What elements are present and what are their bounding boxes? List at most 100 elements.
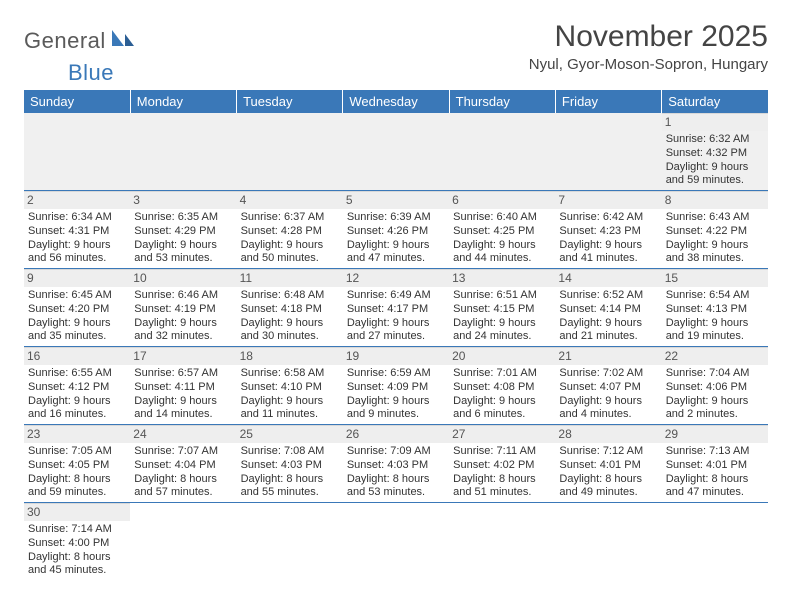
day-details: Sunrise: 7:08 AMSunset: 4:03 PMDaylight:… [241, 445, 339, 500]
day-details: Sunrise: 6:46 AMSunset: 4:19 PMDaylight:… [134, 289, 232, 344]
calendar-cell [130, 113, 236, 191]
day-details: Sunrise: 7:12 AMSunset: 4:01 PMDaylight:… [559, 445, 657, 500]
location: Nyul, Gyor-Moson-Sopron, Hungary [529, 56, 768, 73]
day-details: Sunrise: 7:13 AMSunset: 4:01 PMDaylight:… [666, 445, 764, 500]
day-number: 14 [555, 269, 661, 287]
calendar-cell [555, 113, 661, 191]
calendar-cell [449, 503, 555, 581]
day-number: 27 [449, 425, 555, 443]
calendar-cell: 30 Sunrise: 7:14 AMSunset: 4:00 PMDayligh… [24, 503, 130, 581]
calendar-cell: 23Sunrise: 7:05 AMSunset: 4:05 PMDayligh… [24, 425, 130, 503]
title-block: November 2025 Nyul, Gyor-Moson-Sopron, H… [529, 20, 768, 79]
day-number: 29 [662, 425, 768, 443]
calendar-row: 1 Sunrise: 6:32 AMSunset: 4:32 PMDaylight… [24, 113, 768, 191]
day-details: Sunrise: 6:59 AMSunset: 4:09 PMDaylight:… [347, 367, 445, 422]
day-details: Sunrise: 7:04 AMSunset: 4:06 PMDaylight:… [666, 367, 764, 422]
day-details: Sunrise: 7:14 AMSunset: 4:00 PMDaylight:… [28, 523, 126, 578]
day-number: 5 [343, 191, 449, 209]
day-details: Sunrise: 6:40 AMSunset: 4:25 PMDaylight:… [453, 211, 551, 266]
day-details: Sunrise: 6:48 AMSunset: 4:18 PMDaylight:… [241, 289, 339, 344]
day-number: 26 [343, 425, 449, 443]
day-details: Sunrise: 6:52 AMSunset: 4:14 PMDaylight:… [559, 289, 657, 344]
day-number: 17 [130, 347, 236, 365]
day-number: 25 [237, 425, 343, 443]
calendar-cell: 13Sunrise: 6:51 AMSunset: 4:15 PMDayligh… [449, 269, 555, 347]
day-details: Sunrise: 7:02 AMSunset: 4:07 PMDaylight:… [559, 367, 657, 422]
logo-word2: Blue [68, 60, 114, 85]
day-number: 21 [555, 347, 661, 365]
day-number: 28 [555, 425, 661, 443]
logo: General Blue [24, 28, 136, 86]
calendar-row: 9 Sunrise: 6:45 AMSunset: 4:20 PMDaylight… [24, 269, 768, 347]
calendar-cell [449, 113, 555, 191]
calendar-row: 2 Sunrise: 6:34 AMSunset: 4:31 PMDaylight… [24, 191, 768, 269]
calendar-cell [237, 113, 343, 191]
day-number: 15 [662, 269, 768, 287]
day-number: 20 [449, 347, 555, 365]
day-number: 6 [449, 191, 555, 209]
day-details: Sunrise: 7:07 AMSunset: 4:04 PMDaylight:… [134, 445, 232, 500]
calendar-cell: 5 Sunrise: 6:39 AMSunset: 4:26 PMDaylight… [343, 191, 449, 269]
day-number: 10 [130, 269, 236, 287]
weekday-header: Wednesday [343, 90, 449, 113]
calendar-cell [662, 503, 768, 581]
calendar-cell: 27 Sunrise: 7:11 AMSunset: 4:02 PMDayligh… [449, 425, 555, 503]
calendar-cell: 20 Sunrise: 7:01 AMSunset: 4:08 PMDayligh… [449, 347, 555, 425]
weekday-header: Saturday [662, 90, 768, 113]
day-number: 30 [24, 503, 130, 521]
day-details: Sunrise: 7:05 AMSunset: 4:05 PMDaylight:… [28, 445, 126, 500]
day-details: Sunrise: 6:39 AMSunset: 4:26 PMDaylight:… [347, 211, 445, 266]
day-details: Sunrise: 6:55 AMSunset: 4:12 PMDaylight:… [28, 367, 126, 422]
calendar-cell: 2 Sunrise: 6:34 AMSunset: 4:31 PMDaylight… [24, 191, 130, 269]
calendar-cell: 22Sunrise: 7:04 AMSunset: 4:06 PMDayligh… [662, 347, 768, 425]
calendar-cell [343, 113, 449, 191]
day-number: 9 [24, 269, 130, 287]
day-details: Sunrise: 6:58 AMSunset: 4:10 PMDaylight:… [241, 367, 339, 422]
calendar-cell: 6 Sunrise: 6:40 AMSunset: 4:25 PMDaylight… [449, 191, 555, 269]
calendar-cell: 12Sunrise: 6:49 AMSunset: 4:17 PMDayligh… [343, 269, 449, 347]
day-details: Sunrise: 6:32 AMSunset: 4:32 PMDaylight:… [666, 133, 764, 188]
day-details: Sunrise: 6:57 AMSunset: 4:11 PMDaylight:… [134, 367, 232, 422]
page-title: November 2025 [529, 20, 768, 54]
day-details: Sunrise: 6:43 AMSunset: 4:22 PMDaylight:… [666, 211, 764, 266]
calendar-cell: 9 Sunrise: 6:45 AMSunset: 4:20 PMDaylight… [24, 269, 130, 347]
calendar-body: 1 Sunrise: 6:32 AMSunset: 4:32 PMDaylight… [24, 113, 768, 580]
calendar-cell: 7 Sunrise: 6:42 AMSunset: 4:23 PMDaylight… [555, 191, 661, 269]
calendar-cell [237, 503, 343, 581]
calendar-cell: 26 Sunrise: 7:09 AMSunset: 4:03 PMDayligh… [343, 425, 449, 503]
day-number: 2 [24, 191, 130, 209]
day-details: Sunrise: 6:42 AMSunset: 4:23 PMDaylight:… [559, 211, 657, 266]
logo-word1: General [24, 28, 106, 53]
day-number: 7 [555, 191, 661, 209]
calendar-cell: 8Sunrise: 6:43 AMSunset: 4:22 PMDaylight… [662, 191, 768, 269]
day-details: Sunrise: 6:37 AMSunset: 4:28 PMDaylight:… [241, 211, 339, 266]
calendar-cell: 4 Sunrise: 6:37 AMSunset: 4:28 PMDaylight… [237, 191, 343, 269]
day-number: 24 [130, 425, 236, 443]
calendar-cell: 17 Sunrise: 6:57 AMSunset: 4:11 PMDayligh… [130, 347, 236, 425]
day-details: Sunrise: 6:35 AMSunset: 4:29 PMDaylight:… [134, 211, 232, 266]
day-details: Sunrise: 6:34 AMSunset: 4:31 PMDaylight:… [28, 211, 126, 266]
calendar-cell: 29 Sunrise: 7:13 AMSunset: 4:01 PMDayligh… [662, 425, 768, 503]
day-details: Sunrise: 7:01 AMSunset: 4:08 PMDaylight:… [453, 367, 551, 422]
weekday-header: Thursday [449, 90, 555, 113]
day-details: Sunrise: 7:11 AMSunset: 4:02 PMDaylight:… [453, 445, 551, 500]
calendar-cell: 3 Sunrise: 6:35 AMSunset: 4:29 PMDaylight… [130, 191, 236, 269]
calendar-cell [555, 503, 661, 581]
day-details: Sunrise: 6:49 AMSunset: 4:17 PMDaylight:… [347, 289, 445, 344]
calendar-cell: 14 Sunrise: 6:52 AMSunset: 4:14 PMDayligh… [555, 269, 661, 347]
calendar-cell: 19Sunrise: 6:59 AMSunset: 4:09 PMDayligh… [343, 347, 449, 425]
weekday-header: Sunday [24, 90, 130, 113]
day-number: 1 [662, 113, 768, 131]
day-details: Sunrise: 7:09 AMSunset: 4:03 PMDaylight:… [347, 445, 445, 500]
day-number: 3 [130, 191, 236, 209]
calendar-cell: 15Sunrise: 6:54 AMSunset: 4:13 PMDayligh… [662, 269, 768, 347]
day-number: 16 [24, 347, 130, 365]
calendar-cell: 21 Sunrise: 7:02 AMSunset: 4:07 PMDayligh… [555, 347, 661, 425]
calendar-cell: 25 Sunrise: 7:08 AMSunset: 4:03 PMDayligh… [237, 425, 343, 503]
day-number: 4 [237, 191, 343, 209]
calendar-cell: 16 Sunrise: 6:55 AMSunset: 4:12 PMDayligh… [24, 347, 130, 425]
weekday-header: Tuesday [237, 90, 343, 113]
logo-text: General Blue [24, 28, 136, 86]
day-details: Sunrise: 6:45 AMSunset: 4:20 PMDaylight:… [28, 289, 126, 344]
day-number: 18 [237, 347, 343, 365]
